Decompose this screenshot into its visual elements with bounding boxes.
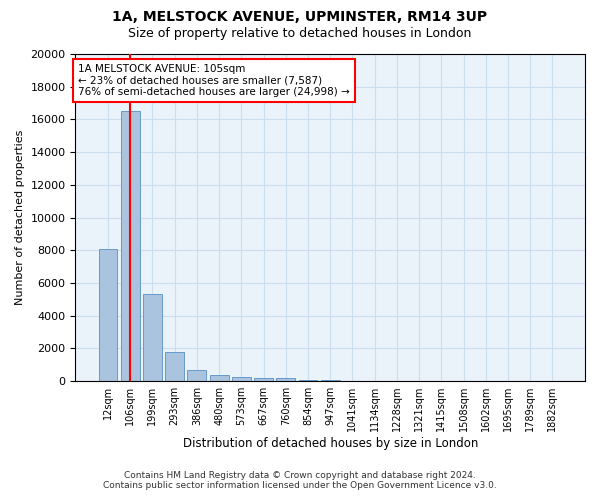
Bar (232, 376, 251, 381)
Bar (165, 352, 184, 381)
Y-axis label: Number of detached properties: Number of detached properties (15, 130, 25, 305)
Text: 1A, MELSTOCK AVENUE, UPMINSTER, RM14 3UP: 1A, MELSTOCK AVENUE, UPMINSTER, RM14 3UP (112, 10, 488, 24)
Bar (187, 370, 206, 381)
Bar (254, 378, 273, 381)
Text: Size of property relative to detached houses in London: Size of property relative to detached ho… (128, 28, 472, 40)
Bar (121, 111, 140, 381)
Text: 1A MELSTOCK AVENUE: 105sqm
← 23% of detached houses are smaller (7,587)
76% of s: 1A MELSTOCK AVENUE: 105sqm ← 23% of deta… (78, 64, 350, 97)
Text: Contains HM Land Registry data © Crown copyright and database right 2024.
Contai: Contains HM Land Registry data © Crown c… (103, 470, 497, 490)
Bar (209, 376, 229, 381)
X-axis label: Distribution of detached houses by size in London: Distribution of detached houses by size … (182, 437, 478, 450)
Bar (277, 378, 295, 381)
Bar (98, 248, 118, 381)
Bar (143, 294, 162, 381)
Bar (299, 380, 317, 381)
Bar (321, 380, 340, 381)
